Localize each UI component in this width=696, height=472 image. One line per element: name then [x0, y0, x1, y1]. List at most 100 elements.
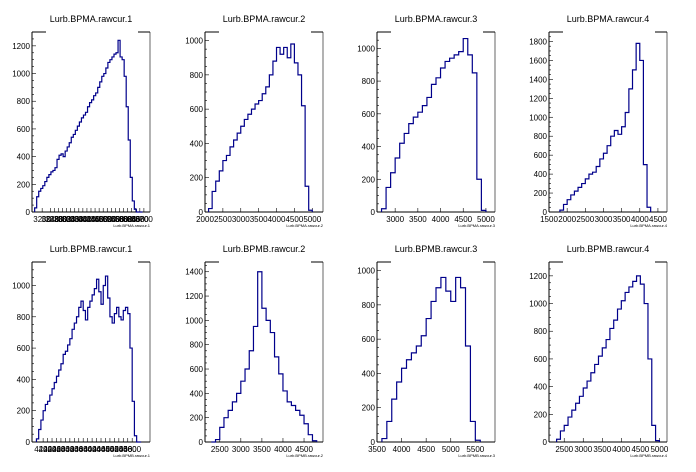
y-tick-label: 0: [543, 208, 548, 217]
histogram-bin: [41, 188, 43, 212]
histogram-bin: [102, 76, 104, 212]
x-tick-label: 4500: [417, 445, 435, 454]
x-tick-label: 2500: [214, 215, 232, 224]
histogram-bin: [245, 369, 249, 442]
y-tick-label: 1400: [529, 75, 547, 84]
histogram-bin: [411, 353, 416, 442]
histogram-bin: [629, 287, 633, 442]
x-tick-label: 3600: [115, 215, 133, 224]
histogram-bin: [121, 320, 123, 442]
histogram-bin: [614, 320, 618, 442]
chart-title-box: [220, 242, 310, 255]
histogram-bin: [273, 61, 277, 212]
x-tick-label: 3260: [45, 215, 63, 224]
histogram-bin: [56, 376, 58, 442]
x-tick-label: 3400: [74, 215, 92, 224]
histogram-bin: [88, 307, 90, 442]
histogram-bin: [228, 410, 232, 442]
x-tick-label: 4260: [48, 445, 66, 454]
x-tick-label: 3460: [86, 215, 104, 224]
histogram-bin: [70, 339, 72, 442]
chart-panel-4: Lurb.BPMA.rawcur.4 0 200 400 600 800 1000 1200 1…: [529, 12, 668, 228]
histogram-outline: [559, 42, 652, 212]
histogram-bin: [269, 75, 273, 212]
histogram-bin: [441, 277, 446, 442]
histogram-bin: [43, 186, 45, 212]
histogram-bin: [409, 124, 414, 212]
y-tick-label: 1600: [529, 56, 547, 65]
y-tick-label: 0: [26, 438, 31, 447]
x-tick-label: 4500: [101, 445, 119, 454]
histogram-bin: [253, 326, 257, 442]
histogram-bin: [75, 130, 77, 212]
histogram-bin: [114, 314, 116, 442]
x-tick-label: 3480: [90, 215, 108, 224]
histogram-bin: [94, 289, 96, 442]
histogram-bin: [296, 410, 300, 442]
x-tick-label: 4320: [61, 445, 79, 454]
x-tick-label: 4440: [88, 445, 106, 454]
chart-panel-8: Lurb.BPMB.rawcur.4 0 200 400 600 800 1000 1200 2…: [529, 242, 669, 458]
x-tick-label: 3300: [54, 215, 72, 224]
y-tick-label: 200: [534, 410, 548, 419]
histogram-bin: [81, 118, 83, 212]
chart-panel-6: Lurb.BPMB.rawcur.2 0 200 400 600 800 1000 1200 1…: [185, 242, 324, 458]
histogram-bin: [112, 57, 114, 212]
y-tick-label: 1000: [185, 316, 203, 325]
histogram-bin: [622, 127, 626, 212]
histogram-outline: [35, 275, 142, 443]
histogram-bin: [73, 134, 75, 212]
histogram-bin: [251, 109, 255, 212]
histogram-bin: [277, 47, 281, 212]
x-axis-name: Lurb.BPMB.rawcur.1: [113, 453, 150, 458]
histogram-bin: [279, 374, 283, 442]
x-tick-label: 4540: [110, 445, 128, 454]
histogram-bin: [416, 346, 421, 442]
histogram-bin: [304, 424, 308, 442]
y-tick-label: 800: [17, 97, 31, 106]
histogram-bin: [633, 281, 637, 442]
x-tick-label: 4380: [74, 445, 92, 454]
y-tick-label: 1000: [12, 70, 30, 79]
histogram-bin: [97, 279, 99, 442]
x-tick-label: 2500: [576, 215, 594, 224]
chart-title-box: [564, 242, 654, 255]
histogram-bin: [52, 389, 54, 442]
y-tick-label: 800: [534, 132, 548, 141]
x-tick-label: 4000: [274, 445, 292, 454]
y-tick-label: 800: [190, 71, 204, 80]
x-tick-label: 4600: [123, 445, 141, 454]
y-tick-label: 600: [190, 365, 204, 374]
y-tick-label: 200: [190, 174, 204, 183]
histogram-bin: [59, 370, 61, 442]
x-tick-label: 2000: [558, 215, 576, 224]
x-tick-label: 2500: [555, 445, 573, 454]
histogram-bin: [108, 62, 110, 212]
histogram-bin: [110, 60, 112, 212]
x-tick-label: 3000: [386, 215, 404, 224]
histogram-bin: [591, 373, 595, 442]
y-tick-label: 200: [362, 404, 376, 413]
histogram-bin: [255, 104, 259, 212]
x-tick-label: 3560: [107, 215, 125, 224]
x-tick-label: 4500: [649, 215, 667, 224]
y-tick-label: 400: [17, 153, 31, 162]
histogram-bin: [593, 172, 597, 212]
x-tick-label: 3280: [50, 215, 68, 224]
histogram-bin: [90, 301, 92, 442]
x-tick-label: 3000: [232, 215, 250, 224]
histogram-bin: [431, 84, 436, 212]
histogram-bin: [83, 311, 85, 442]
histogram-bin: [241, 381, 245, 442]
x-tick-label: 4460: [92, 445, 110, 454]
histogram-bin: [59, 155, 61, 212]
histogram-bin: [446, 291, 451, 442]
chart-title: Lurb.BPMA.rawcur.2: [223, 14, 306, 24]
histogram-bin: [436, 288, 441, 442]
x-tick-label: 4280: [52, 445, 70, 454]
histogram-bin: [454, 55, 459, 212]
y-tick-label: 0: [199, 438, 204, 447]
y-tick-label: 600: [17, 125, 31, 134]
histogram-bin: [98, 87, 100, 212]
y-tick-label: 200: [17, 407, 31, 416]
